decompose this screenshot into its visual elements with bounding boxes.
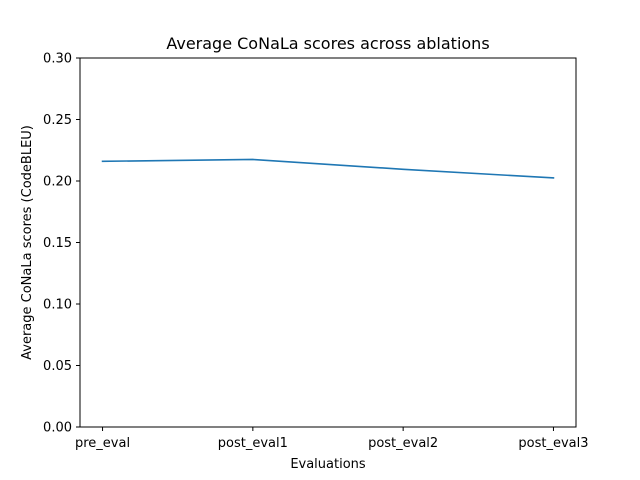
x-axis: pre_eval post_eval1 post_eval2 post_eval3 [75, 427, 589, 451]
y-axis-label: Average CoNaLa scores (CodeBLEU) [20, 125, 35, 360]
x-tick-label: post_eval1 [218, 436, 288, 451]
y-tick-label: 0.10 [43, 298, 72, 313]
x-tick-label: pre_eval [75, 436, 130, 451]
series-layer [101, 158, 555, 179]
y-tick-label: 0.30 [43, 52, 72, 67]
x-tick-label: post_eval2 [368, 436, 438, 451]
y-tick-label: 0.25 [43, 113, 72, 128]
y-tick-label: 0.15 [43, 236, 72, 251]
chart-title: Average CoNaLa scores across ablations [166, 34, 489, 53]
x-tick-label: post_eval3 [518, 436, 588, 451]
y-tick-label: 0.20 [43, 175, 72, 190]
x-axis-label: Evaluations [290, 457, 366, 472]
series-line-0 [101, 158, 555, 179]
y-tick-label: 0.00 [43, 421, 72, 436]
y-axis: 0.00 0.05 0.10 0.15 0.20 0.25 0.30 [43, 52, 80, 436]
y-tick-label: 0.05 [43, 359, 72, 374]
